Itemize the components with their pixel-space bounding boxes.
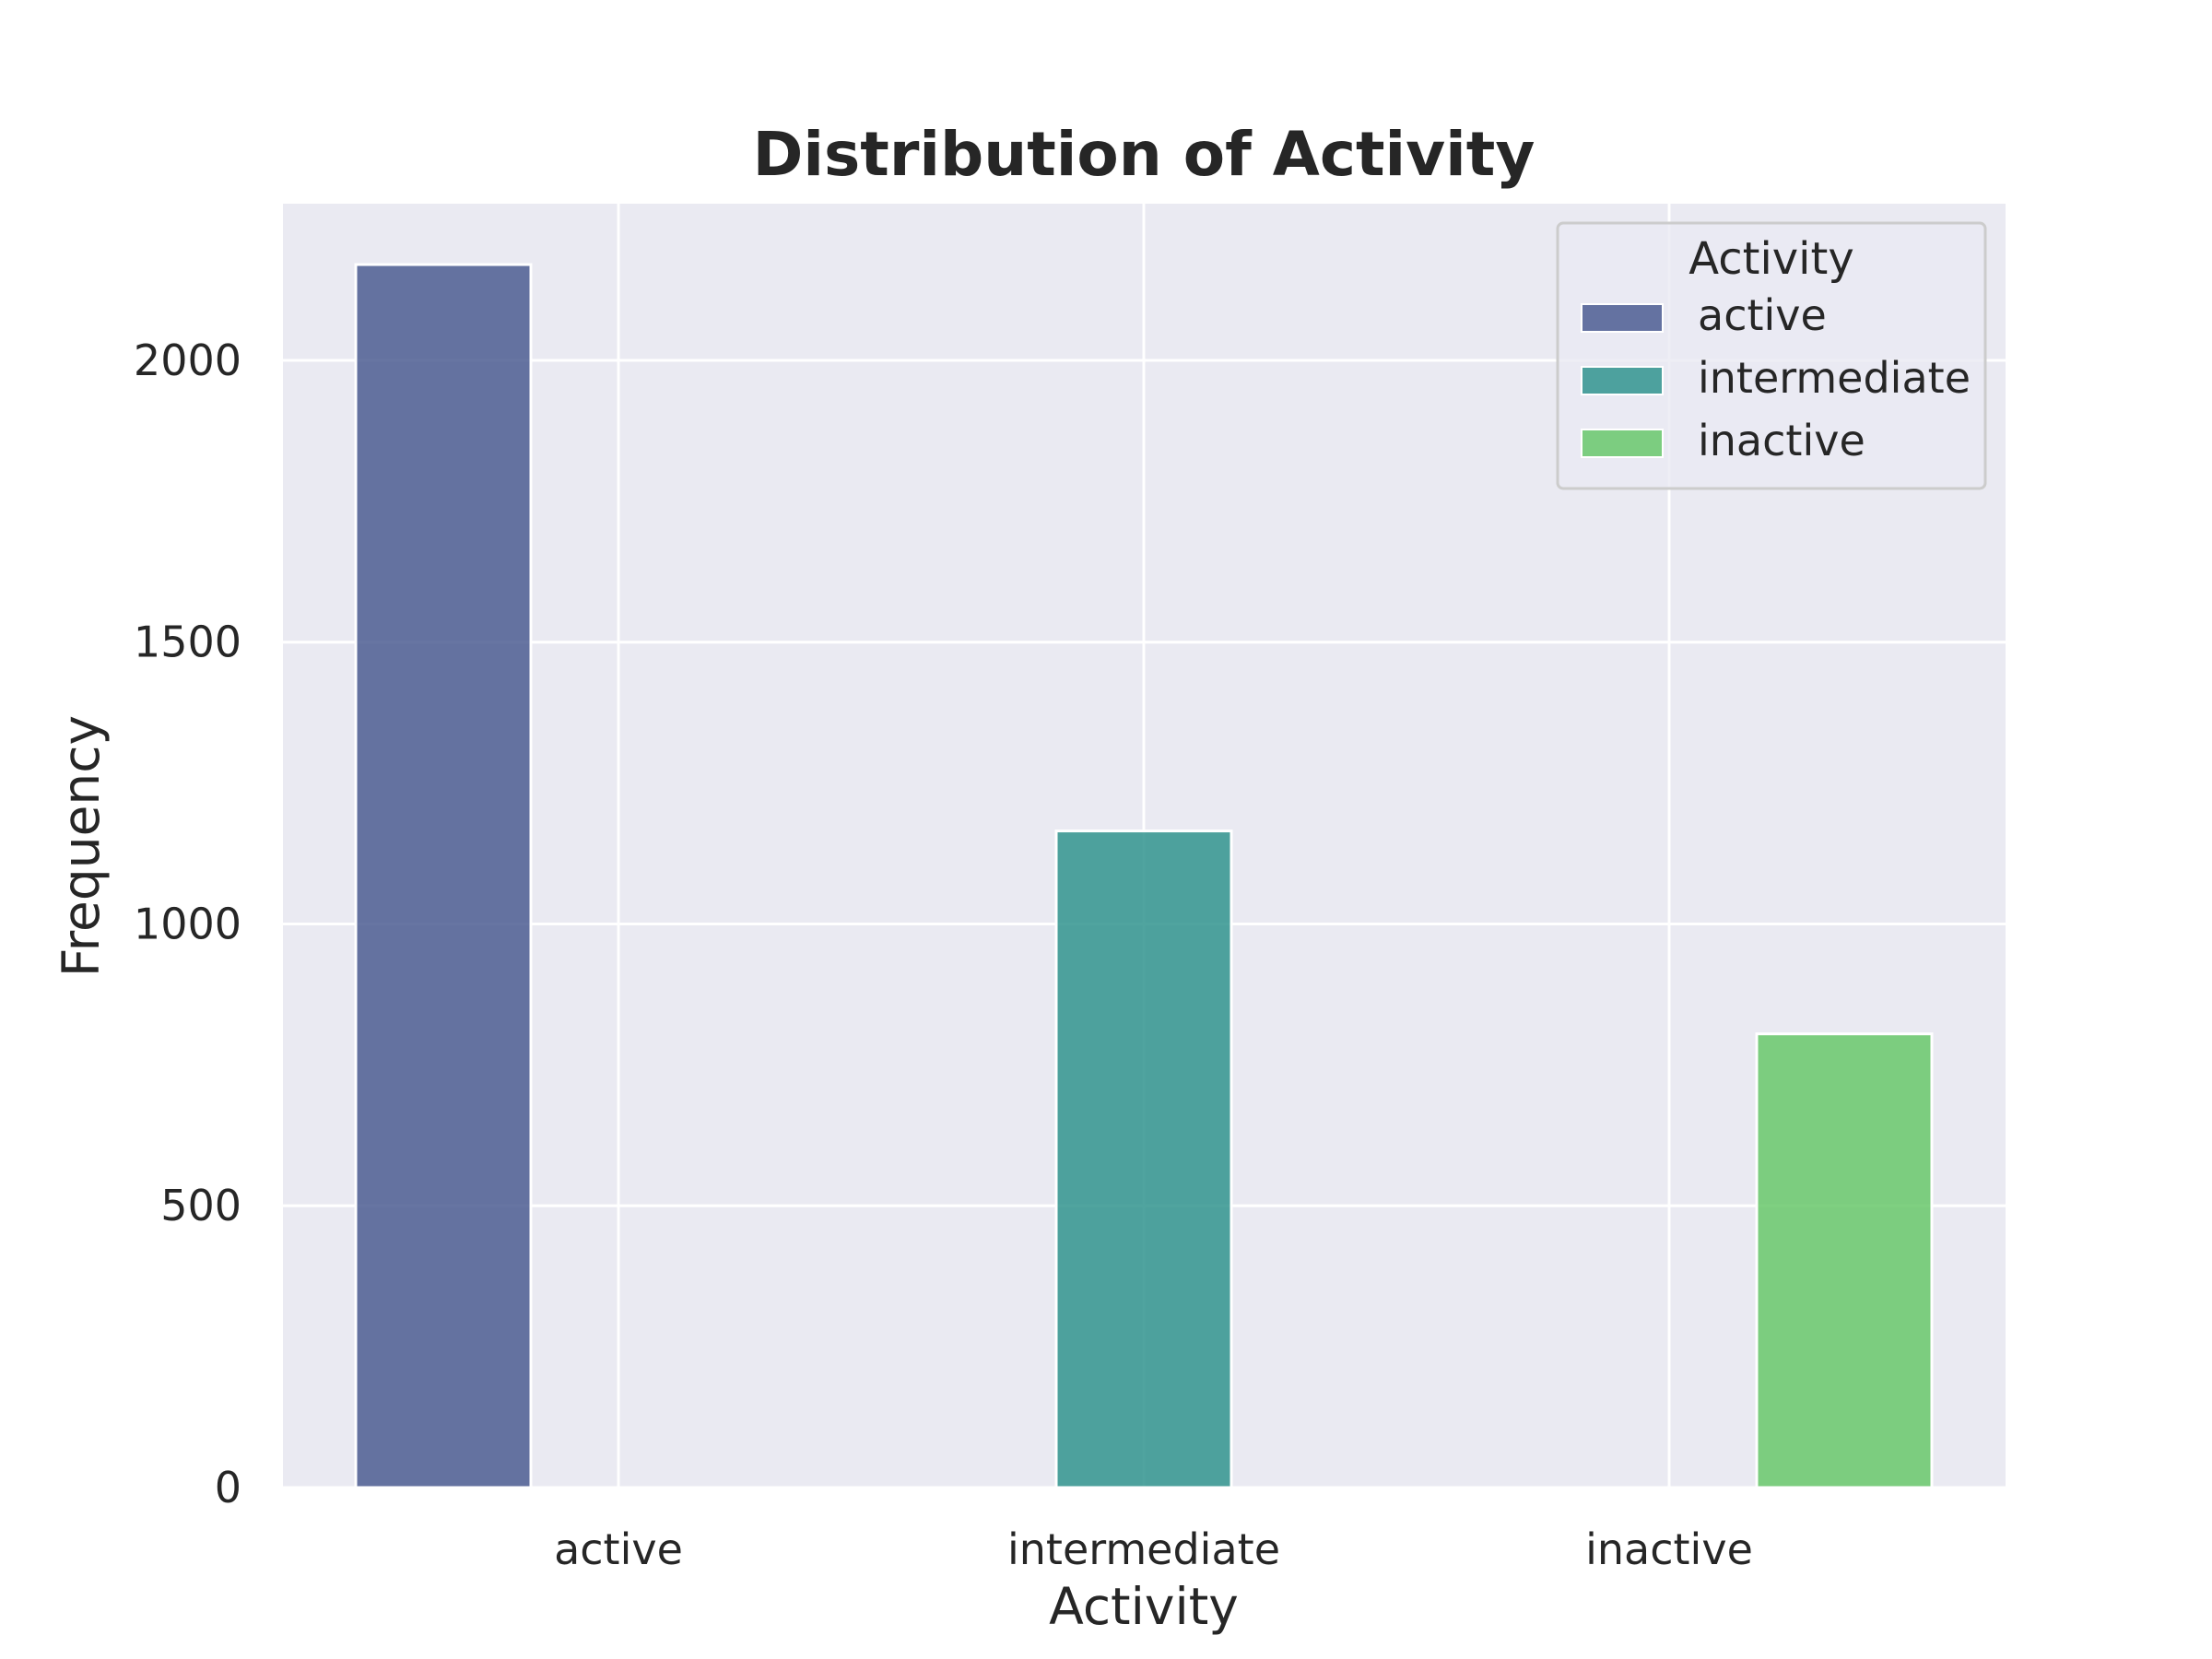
chart-title: Distribution of Activity	[753, 119, 1535, 190]
bar-inactive	[1755, 1032, 1934, 1489]
x-tick-label: active	[554, 1524, 683, 1574]
legend-label: intermediate	[1698, 353, 1971, 403]
y-tick-labels: 0 500 1000 1500 2000	[134, 335, 241, 1512]
legend-title: Activity	[1688, 233, 1854, 285]
bars	[354, 263, 1934, 1489]
legend-swatch	[1581, 303, 1664, 333]
legend-label: inactive	[1698, 416, 1865, 465]
legend-box	[1556, 221, 1987, 490]
x-tick-labels: active intermediate inactive	[554, 1524, 1753, 1574]
legend-swatch	[1581, 429, 1664, 458]
bar-active	[354, 263, 533, 1489]
bar-intermediate	[1054, 830, 1233, 1489]
x-axis-label: Activity	[1049, 1577, 1239, 1636]
y-axis-label: Frequency	[52, 715, 111, 977]
y-tick-label: 500	[160, 1181, 241, 1230]
legend: Activity active intermediate inactive	[1556, 221, 1987, 490]
y-tick-label: 1500	[134, 618, 241, 667]
legend-swatch	[1581, 366, 1664, 395]
y-tick-label: 0	[215, 1463, 241, 1512]
x-tick-label: intermediate	[1007, 1524, 1280, 1574]
y-tick-label: 2000	[134, 335, 241, 385]
y-tick-label: 1000	[134, 899, 241, 948]
legend-label: active	[1698, 290, 1827, 340]
x-tick-label: inactive	[1585, 1524, 1753, 1574]
